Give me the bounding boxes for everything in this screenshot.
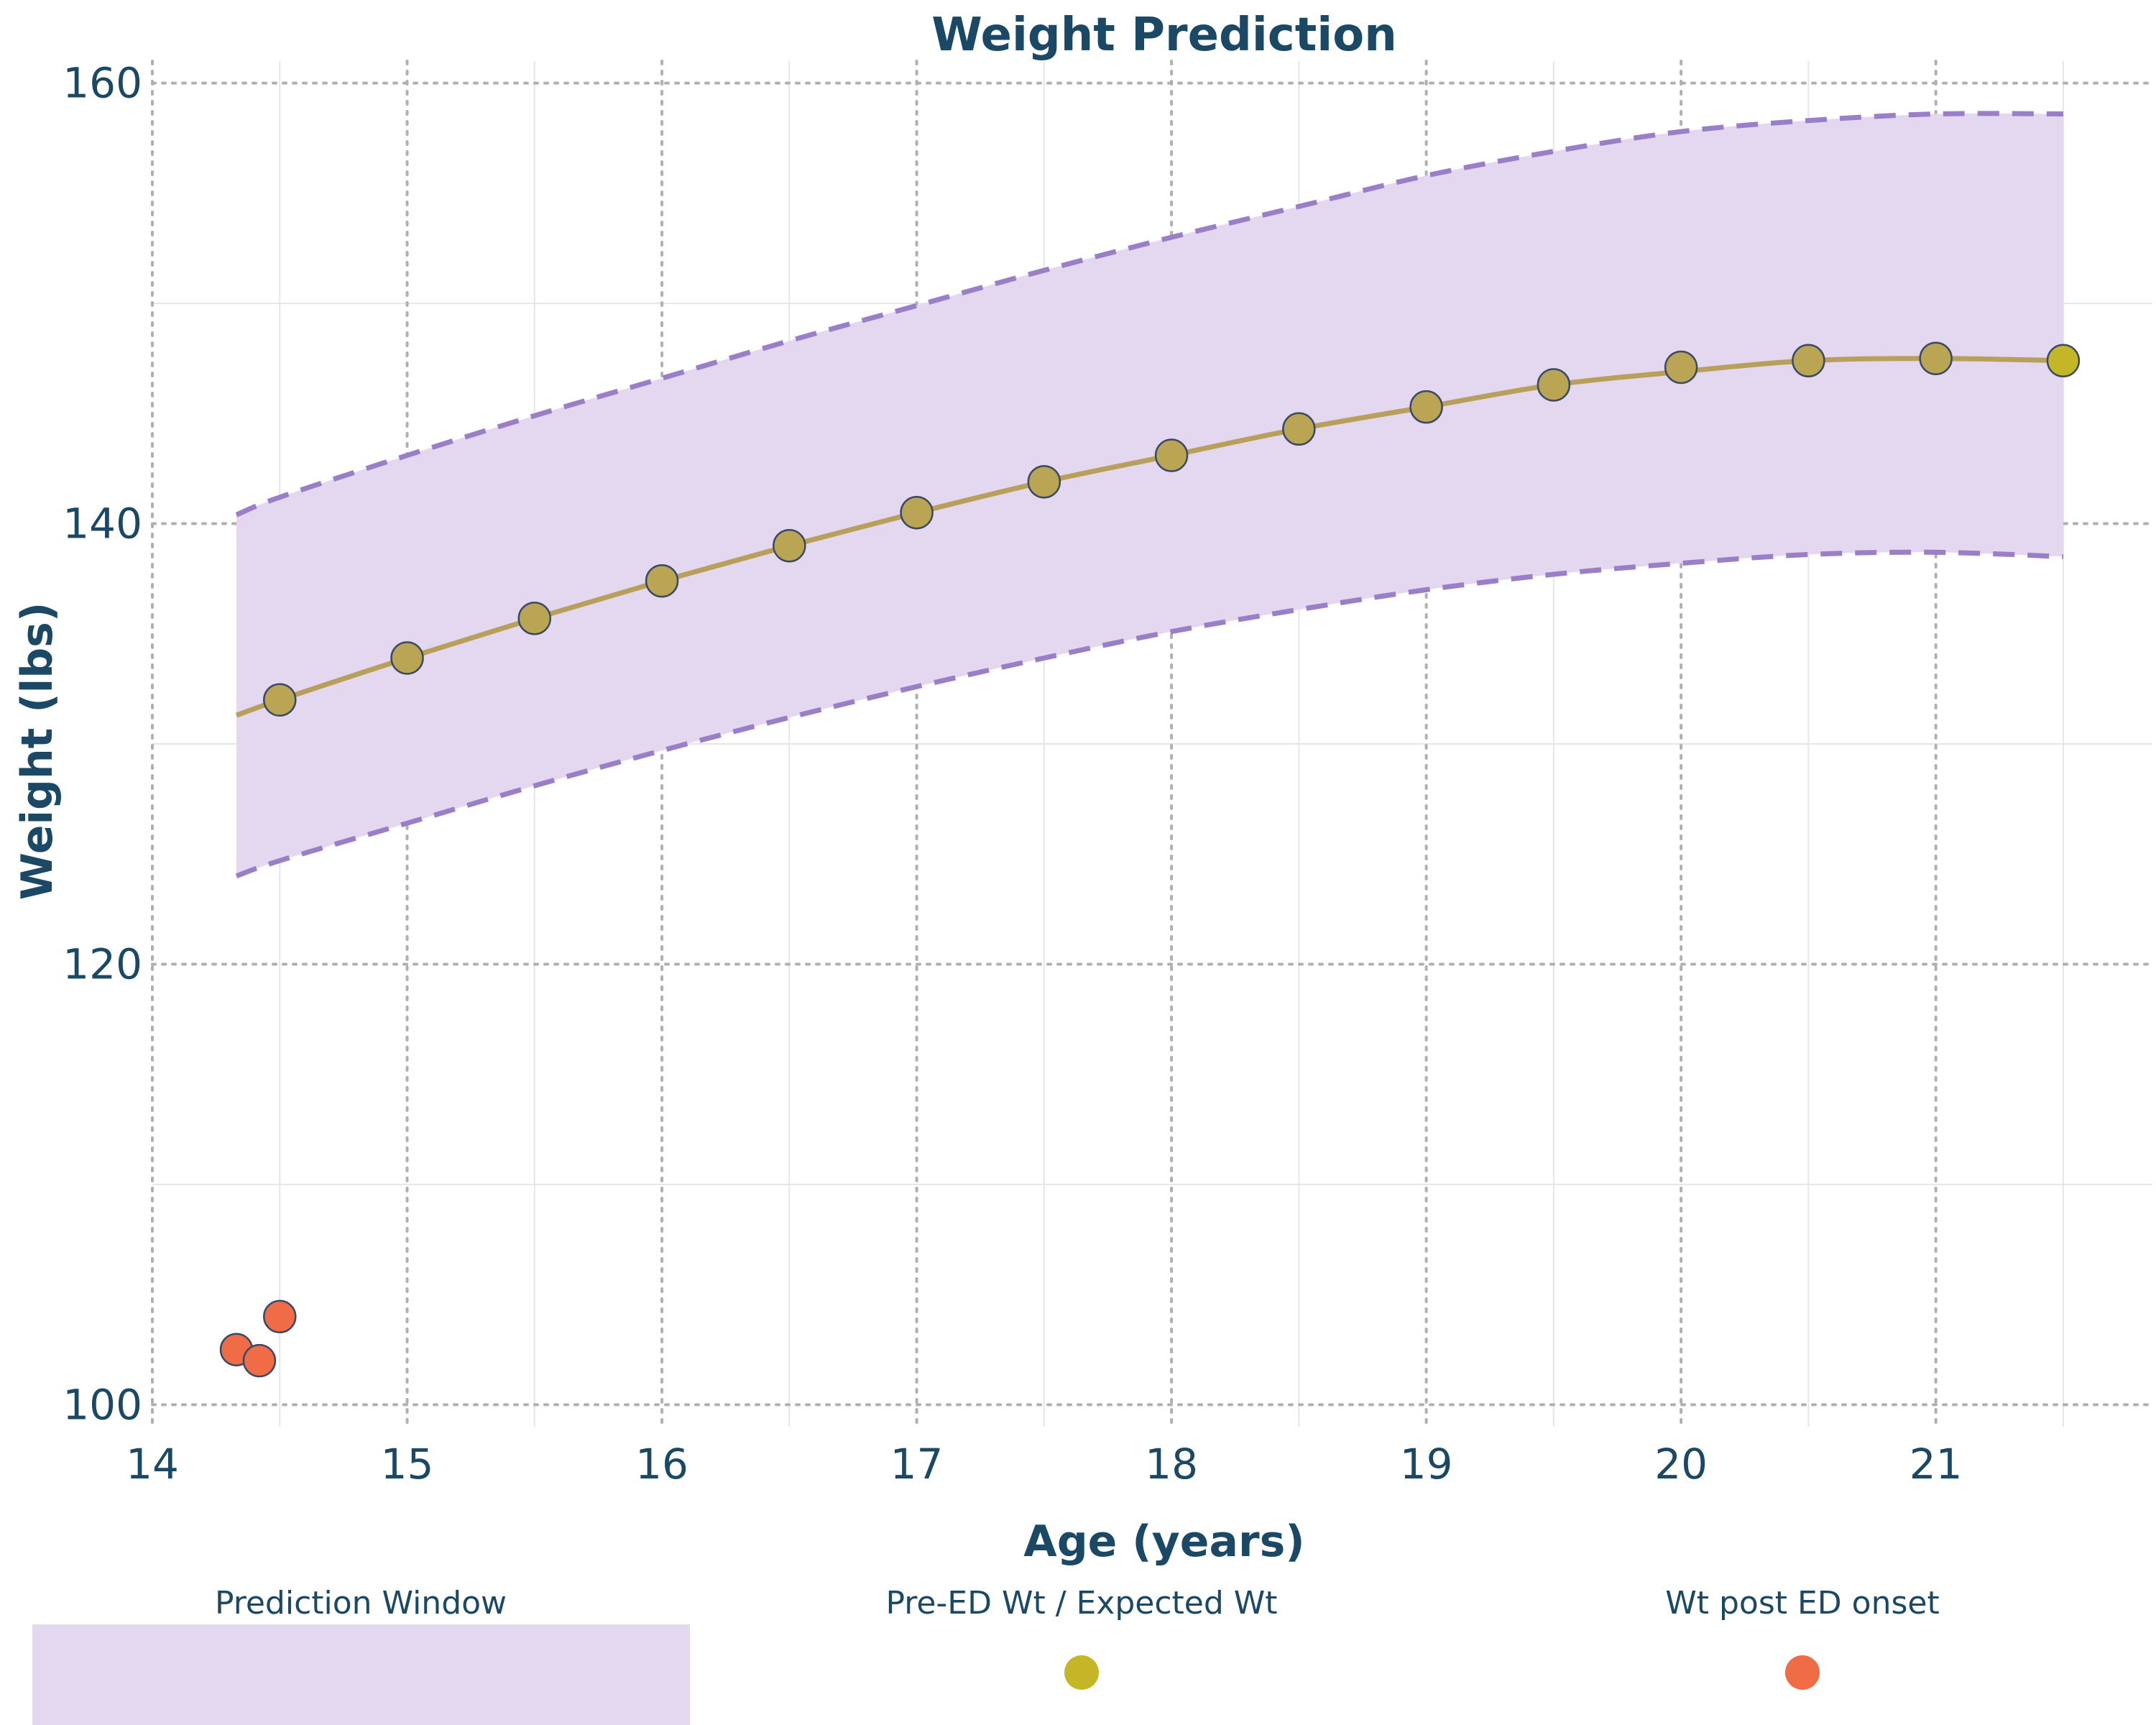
- expected-weight-point: [263, 683, 297, 717]
- expected-weight-point: [1537, 368, 1571, 402]
- expected-weight-point: [1282, 412, 1316, 446]
- axis-ticks: 14 15 16 17 18 19 20 21 100 120 140 160: [63, 59, 1962, 1489]
- x-tick-label: 18: [1145, 1440, 1198, 1489]
- legend-label-post-ed-weight: Wt post ED onset: [1665, 1585, 1939, 1622]
- x-tick-label: 17: [890, 1440, 944, 1489]
- y-tick-label: 140: [63, 500, 142, 548]
- legend-swatch-prediction-window: [32, 1624, 690, 1725]
- data-points: [219, 341, 2081, 1378]
- expected-weight-point: [1154, 438, 1189, 472]
- expected-weight-point: [773, 528, 806, 563]
- x-axis-title: Age (years): [1023, 1517, 1304, 1567]
- legend-label-expected-weight: Pre-ED Wt / Expected Wt: [885, 1585, 1277, 1622]
- prediction-lower-bound-line: [235, 549, 2064, 879]
- prediction-band-area: [236, 113, 2063, 876]
- y-tick-label: 100: [63, 1380, 142, 1429]
- x-tick-label: 19: [1400, 1440, 1453, 1489]
- expected-weight-point: [1792, 344, 1825, 378]
- post-ed-weight-point: [263, 1300, 297, 1334]
- y-tick-label: 120: [63, 939, 142, 988]
- prediction-window-band: [235, 111, 2064, 879]
- expected-weight-point-latest: [2046, 344, 2081, 378]
- x-tick-label: 16: [635, 1440, 688, 1489]
- y-axis-title: Weight (lbs): [12, 602, 63, 901]
- x-tick-label: 20: [1654, 1440, 1708, 1489]
- expected-weight-point: [1027, 465, 1061, 499]
- expected-weight-point: [1919, 341, 1953, 375]
- prediction-upper-bound-line: [235, 111, 2063, 518]
- expected-weight-point: [517, 602, 552, 635]
- expected-weight-curve: [235, 356, 2063, 718]
- chart-title: Weight Prediction: [931, 9, 1397, 62]
- expected-weight-point: [900, 495, 934, 530]
- expected-weight-line: [235, 356, 2063, 718]
- expected-weight-point: [1664, 350, 1698, 385]
- legend-marker-expected-weight: [1064, 1655, 1099, 1690]
- post-ed-weight-point: [242, 1343, 277, 1378]
- legend: Prediction Window Pre-ED Wt / Expected W…: [32, 1585, 1940, 1725]
- expected-weight-point: [390, 641, 424, 675]
- legend-label-prediction-window: Prediction Window: [215, 1585, 507, 1622]
- x-tick-label: 14: [126, 1440, 179, 1489]
- expected-weight-point: [1409, 390, 1443, 424]
- y-tick-label: 160: [63, 59, 142, 108]
- legend-marker-post-ed-weight: [1785, 1655, 1820, 1690]
- expected-weight-point: [645, 564, 679, 598]
- x-tick-label: 15: [381, 1440, 434, 1489]
- x-tick-label: 21: [1909, 1440, 1963, 1489]
